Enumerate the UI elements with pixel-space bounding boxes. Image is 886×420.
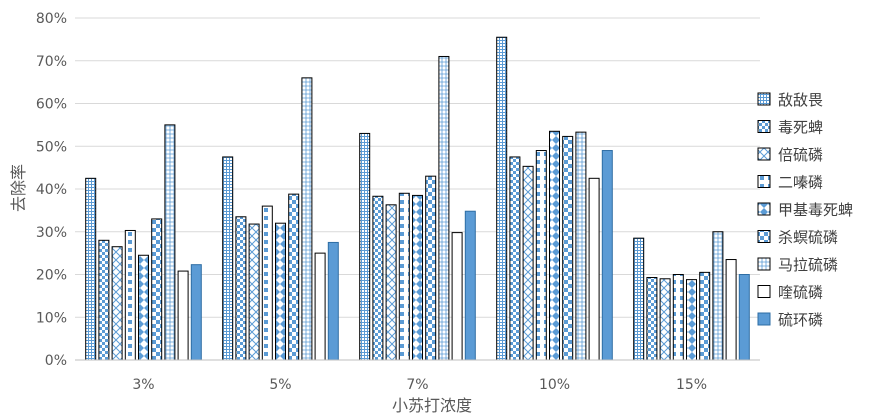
bar <box>222 156 234 361</box>
y-tick-label: 40% <box>36 182 67 198</box>
bar <box>725 259 737 361</box>
legend-swatch <box>757 175 771 188</box>
bar <box>659 278 671 361</box>
bar <box>151 218 163 361</box>
legend-label: 二嗪磷 <box>778 174 823 192</box>
bar <box>686 279 697 361</box>
legend-label: 硫环磷 <box>778 311 823 329</box>
bar <box>496 36 508 361</box>
bar <box>562 135 574 361</box>
x-tick-labels: 3% 5% 7% 10% 15% <box>132 377 707 393</box>
bar <box>98 239 110 361</box>
y-tick-label: 80% <box>36 11 67 27</box>
legend-swatch <box>757 147 771 161</box>
bar <box>111 246 123 361</box>
bar <box>464 210 476 361</box>
y-axis-title: 去除率 <box>9 164 28 212</box>
bar <box>438 55 450 361</box>
bar <box>412 194 423 361</box>
bar <box>522 165 534 361</box>
bar <box>177 270 189 361</box>
bar <box>301 77 313 361</box>
bar <box>85 177 97 361</box>
y-tick-label: 0% <box>45 353 67 369</box>
bar <box>398 192 410 361</box>
bar <box>646 276 658 361</box>
y-tick-label: 50% <box>36 139 67 155</box>
legend-swatch <box>757 92 771 106</box>
bar <box>672 274 684 361</box>
bar <box>164 124 176 361</box>
bar <box>601 150 613 361</box>
bar <box>275 222 286 361</box>
x-tick-label: 15% <box>676 377 707 393</box>
legend-swatch <box>757 257 771 271</box>
legend-label: 马拉硫磷 <box>778 256 838 274</box>
bar <box>535 150 547 361</box>
bar <box>261 205 273 361</box>
bar <box>288 193 300 361</box>
bar <box>235 216 247 361</box>
bar <box>575 131 587 361</box>
bar <box>314 252 326 361</box>
y-tick-label: 10% <box>36 310 67 326</box>
y-tick-label: 70% <box>36 54 67 70</box>
bar <box>327 241 339 361</box>
legend-label: 毒死蜱 <box>778 119 823 137</box>
x-tick-label: 10% <box>539 377 570 393</box>
bars <box>85 36 750 361</box>
bar <box>738 274 750 361</box>
y-tick-label: 30% <box>36 225 67 241</box>
legend-label: 甲基毒死蜱 <box>778 201 853 219</box>
legend-swatch <box>757 120 771 133</box>
y-tick-label: 60% <box>36 97 67 113</box>
bar <box>359 132 371 361</box>
x-tick-label: 3% <box>132 377 154 393</box>
legend-label: 喹硫磷 <box>778 284 823 302</box>
legend-swatch <box>757 312 771 326</box>
bar <box>509 156 521 361</box>
bar <box>425 175 437 361</box>
bar <box>451 232 463 361</box>
legend-label: 杀螟硫磷 <box>778 229 838 247</box>
bar <box>138 254 149 361</box>
y-tick-labels: 0% 10% 20% 30% 40% 50% 60% 70% 80% <box>36 11 67 369</box>
bar <box>699 271 711 361</box>
bar <box>633 237 645 361</box>
y-tick-label: 20% <box>36 268 67 284</box>
bar <box>385 204 397 361</box>
bar <box>588 177 600 361</box>
x-tick-label: 5% <box>269 377 291 393</box>
x-tick-label: 7% <box>406 377 428 393</box>
bar <box>549 130 560 361</box>
bar <box>248 223 260 361</box>
bar <box>712 231 724 361</box>
bar <box>190 264 202 361</box>
legend-swatch <box>757 285 771 298</box>
legend-label: 倍硫磷 <box>778 146 823 164</box>
legend-swatch <box>757 230 771 243</box>
x-axis-title: 小苏打浓度 <box>392 396 472 415</box>
legend-label: 敌敌畏 <box>778 91 823 109</box>
legend-swatch <box>757 202 771 216</box>
bar <box>124 229 136 361</box>
bar <box>372 195 384 361</box>
